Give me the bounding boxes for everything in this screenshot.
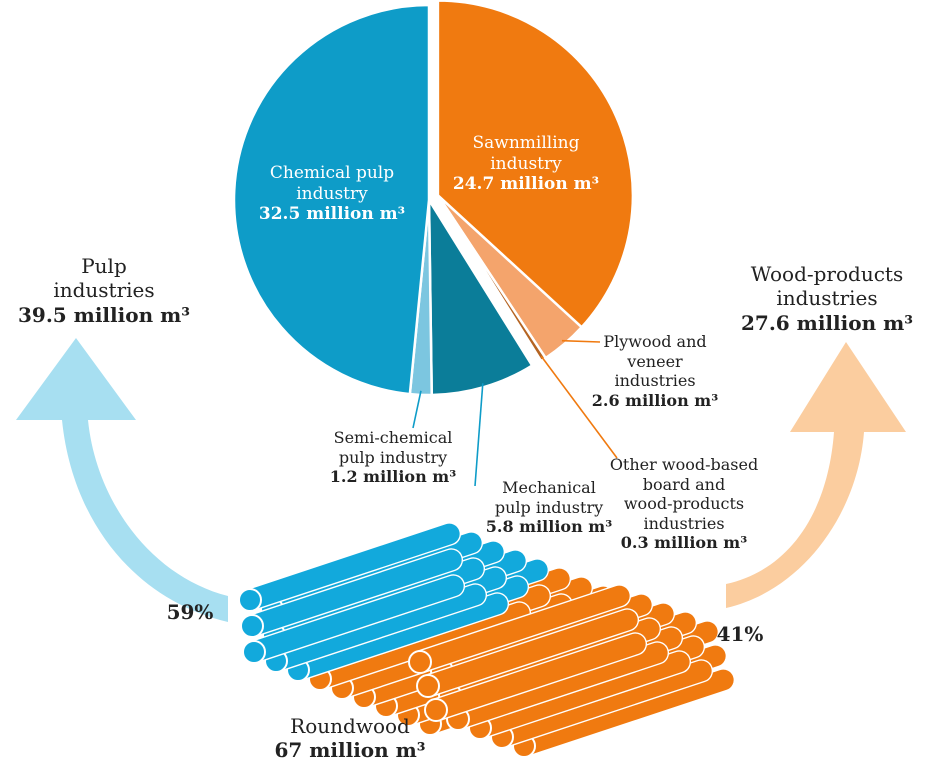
label-roundwood: Roundwood 67 million m³ (250, 714, 450, 763)
log-body (247, 548, 464, 638)
log (408, 584, 632, 674)
log-body (293, 592, 510, 682)
pie-slice-chemical-pulp-industry (232, 3, 431, 396)
label-chemical-pulp: Chemical pulp industry 32.5 million m³ (232, 163, 432, 225)
label-pulp-industries: Pulp industries 39.5 million m³ (4, 254, 204, 327)
roundwood-log-pile (238, 522, 736, 758)
label-wood-share: 41% (716, 622, 764, 646)
leader-other-wood (540, 355, 618, 459)
label-mechanical: Mechanical pulp industry 5.8 million m³ (474, 478, 624, 537)
leader-semi-chemical (412, 390, 422, 429)
log (424, 632, 648, 722)
label-pulp-total-value: 39.5 million m³ (18, 302, 190, 327)
label-wood-total-line-1: Wood-products (750, 262, 904, 286)
label-sawnmilling: Sawnmilling industry 24.7 million m³ (426, 133, 626, 195)
log-body (423, 608, 640, 698)
label-plywood-line-3: industries (614, 371, 696, 391)
label-plywood-line-2: veneer (627, 351, 683, 371)
label-plywood-value: 2.6 million m³ (591, 390, 719, 410)
log-body (271, 583, 488, 673)
log-end (238, 588, 262, 612)
label-plywood-line-1: Plywood and (603, 332, 707, 351)
label-wood-total-line-2: industries (776, 286, 878, 311)
log-body (245, 522, 462, 612)
label-semi-value: 1.2 million m³ (329, 467, 457, 487)
pulp-flow-arrow (16, 338, 228, 622)
pie-slice-mechanical-pulp-industry (427, 195, 534, 397)
pie-slice-sawnmilling-industry (436, 0, 635, 330)
label-other-line-4: industries (643, 513, 725, 533)
label-sawn-line-2: industry (490, 153, 562, 174)
log-end (408, 650, 432, 674)
log-end (240, 614, 264, 638)
label-pulp-share: 59% (166, 600, 214, 624)
log-end (424, 698, 448, 722)
log (238, 522, 462, 612)
label-semi-line-2: pulp industry (338, 447, 448, 467)
label-other-wood-based: Other wood-based board and wood-products… (594, 455, 774, 553)
label-roundwood-line: Roundwood (290, 714, 410, 738)
leader-mechanical (474, 383, 484, 487)
label-wood-total-value: 27.6 million m³ (741, 310, 913, 335)
log-body (453, 641, 670, 731)
label-plywood-veneer: Plywood and veneer industries 2.6 millio… (580, 332, 730, 410)
log-body (475, 650, 692, 740)
label-pulp-total-line-2: industries (53, 278, 155, 303)
wood-flow-arrow (726, 342, 906, 608)
label-mech-line-2: pulp industry (494, 497, 604, 517)
log-end (242, 640, 266, 664)
log-body (415, 584, 632, 674)
label-sawn-value: 24.7 million m³ (452, 174, 600, 195)
label-other-line-1: Other wood-based (609, 455, 759, 474)
label-mech-line-1: Mechanical (502, 478, 596, 497)
label-semi-chemical: Semi-chemical pulp industry 1.2 million … (318, 428, 468, 487)
pie-chart (232, 0, 635, 397)
log (240, 548, 464, 638)
label-sawn-line-1: Sawnmilling (472, 133, 580, 153)
log (490, 659, 714, 749)
label-mech-value: 5.8 million m³ (485, 517, 613, 537)
label-other-line-2: board and (642, 474, 726, 494)
log (416, 608, 640, 698)
leader-plywood (561, 339, 601, 343)
flow-arrows (16, 338, 906, 622)
label-chemical-value: 32.5 million m³ (258, 204, 406, 225)
log (242, 574, 466, 664)
label-wood-products-industries: Wood-products industries 27.6 million m³ (725, 262, 929, 335)
leader-lines (412, 339, 618, 487)
label-semi-line-1: Semi-chemical (333, 428, 453, 447)
label-other-line-3: wood-products (623, 494, 745, 514)
label-chemical-line-1: Chemical pulp (269, 163, 395, 183)
label-roundwood-value: 67 million m³ (274, 738, 426, 763)
log-body (249, 574, 466, 664)
log-body (519, 668, 736, 758)
log-body (497, 659, 714, 749)
label-chemical-line-2: industry (296, 183, 368, 204)
label-pulp-total-line-1: Pulp (81, 254, 127, 278)
log-end (416, 674, 440, 698)
label-other-value: 0.3 million m³ (620, 533, 748, 553)
log-body (431, 632, 648, 722)
